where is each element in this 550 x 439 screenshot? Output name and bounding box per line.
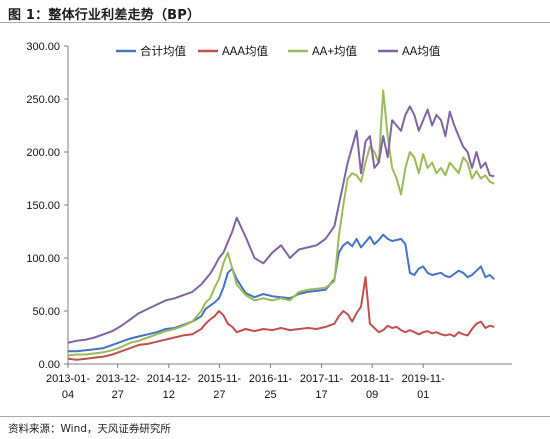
chart-title: 图 1：整体行业利差走势（BP）: [8, 8, 201, 23]
legend-label: AA均值: [402, 45, 441, 58]
y-tick-label: 50.00: [32, 306, 60, 318]
x-tick-label: 2016-11-: [249, 373, 293, 385]
x-tick-label-day: 17: [315, 389, 327, 401]
chart-legend: 合计均值 AAA均值 AA+均值 AA均值: [116, 44, 441, 58]
x-tick-label: 2019-11-: [402, 373, 446, 385]
x-tick-label: 2017-11-: [300, 373, 344, 385]
x-tick-label-day: 27: [112, 389, 124, 401]
source-divider: [0, 416, 550, 417]
x-tick-label-day: 27: [213, 389, 225, 401]
y-tick-label: 300.00: [26, 41, 60, 53]
legend-label: AAA均值: [222, 45, 269, 58]
legend-label: 合计均值: [140, 44, 186, 58]
x-tick-label-day: 04: [62, 389, 74, 401]
x-tick-label: 2013-01-: [46, 373, 90, 385]
chart-axes: 0.00 50.00 100.00 150.00 200.00 250.00 300.00 2…: [26, 41, 512, 401]
x-tick-label: 2015-11-: [198, 373, 242, 385]
x-tick-label-day: 25: [264, 389, 276, 401]
y-tick-label: 0.00: [39, 359, 60, 371]
x-tick-label-day: 01: [417, 389, 429, 401]
legend-label: AA+均值: [312, 45, 358, 58]
series-line-4: [67, 105, 495, 344]
title-divider: [0, 22, 550, 23]
y-tick-label: 100.00: [26, 253, 60, 265]
series-line-2: [67, 276, 495, 361]
y-tick-label: 250.00: [26, 94, 60, 106]
chart-series: [67, 89, 495, 361]
x-tick-label: 2014-12-: [147, 373, 191, 385]
x-tick-label-day: 12: [163, 389, 175, 401]
x-tick-label: 2013-12-: [96, 373, 140, 385]
series-line-3: [67, 89, 495, 357]
source-note: 资料来源：Wind，天风证券研究所: [8, 423, 171, 435]
y-tick-label: 200.00: [26, 147, 60, 159]
y-tick-label: 150.00: [26, 200, 60, 212]
series-line-1: [68, 233, 495, 353]
x-tick-label-day: 09: [366, 389, 378, 401]
x-tick-label: 2018-11-: [351, 373, 395, 385]
